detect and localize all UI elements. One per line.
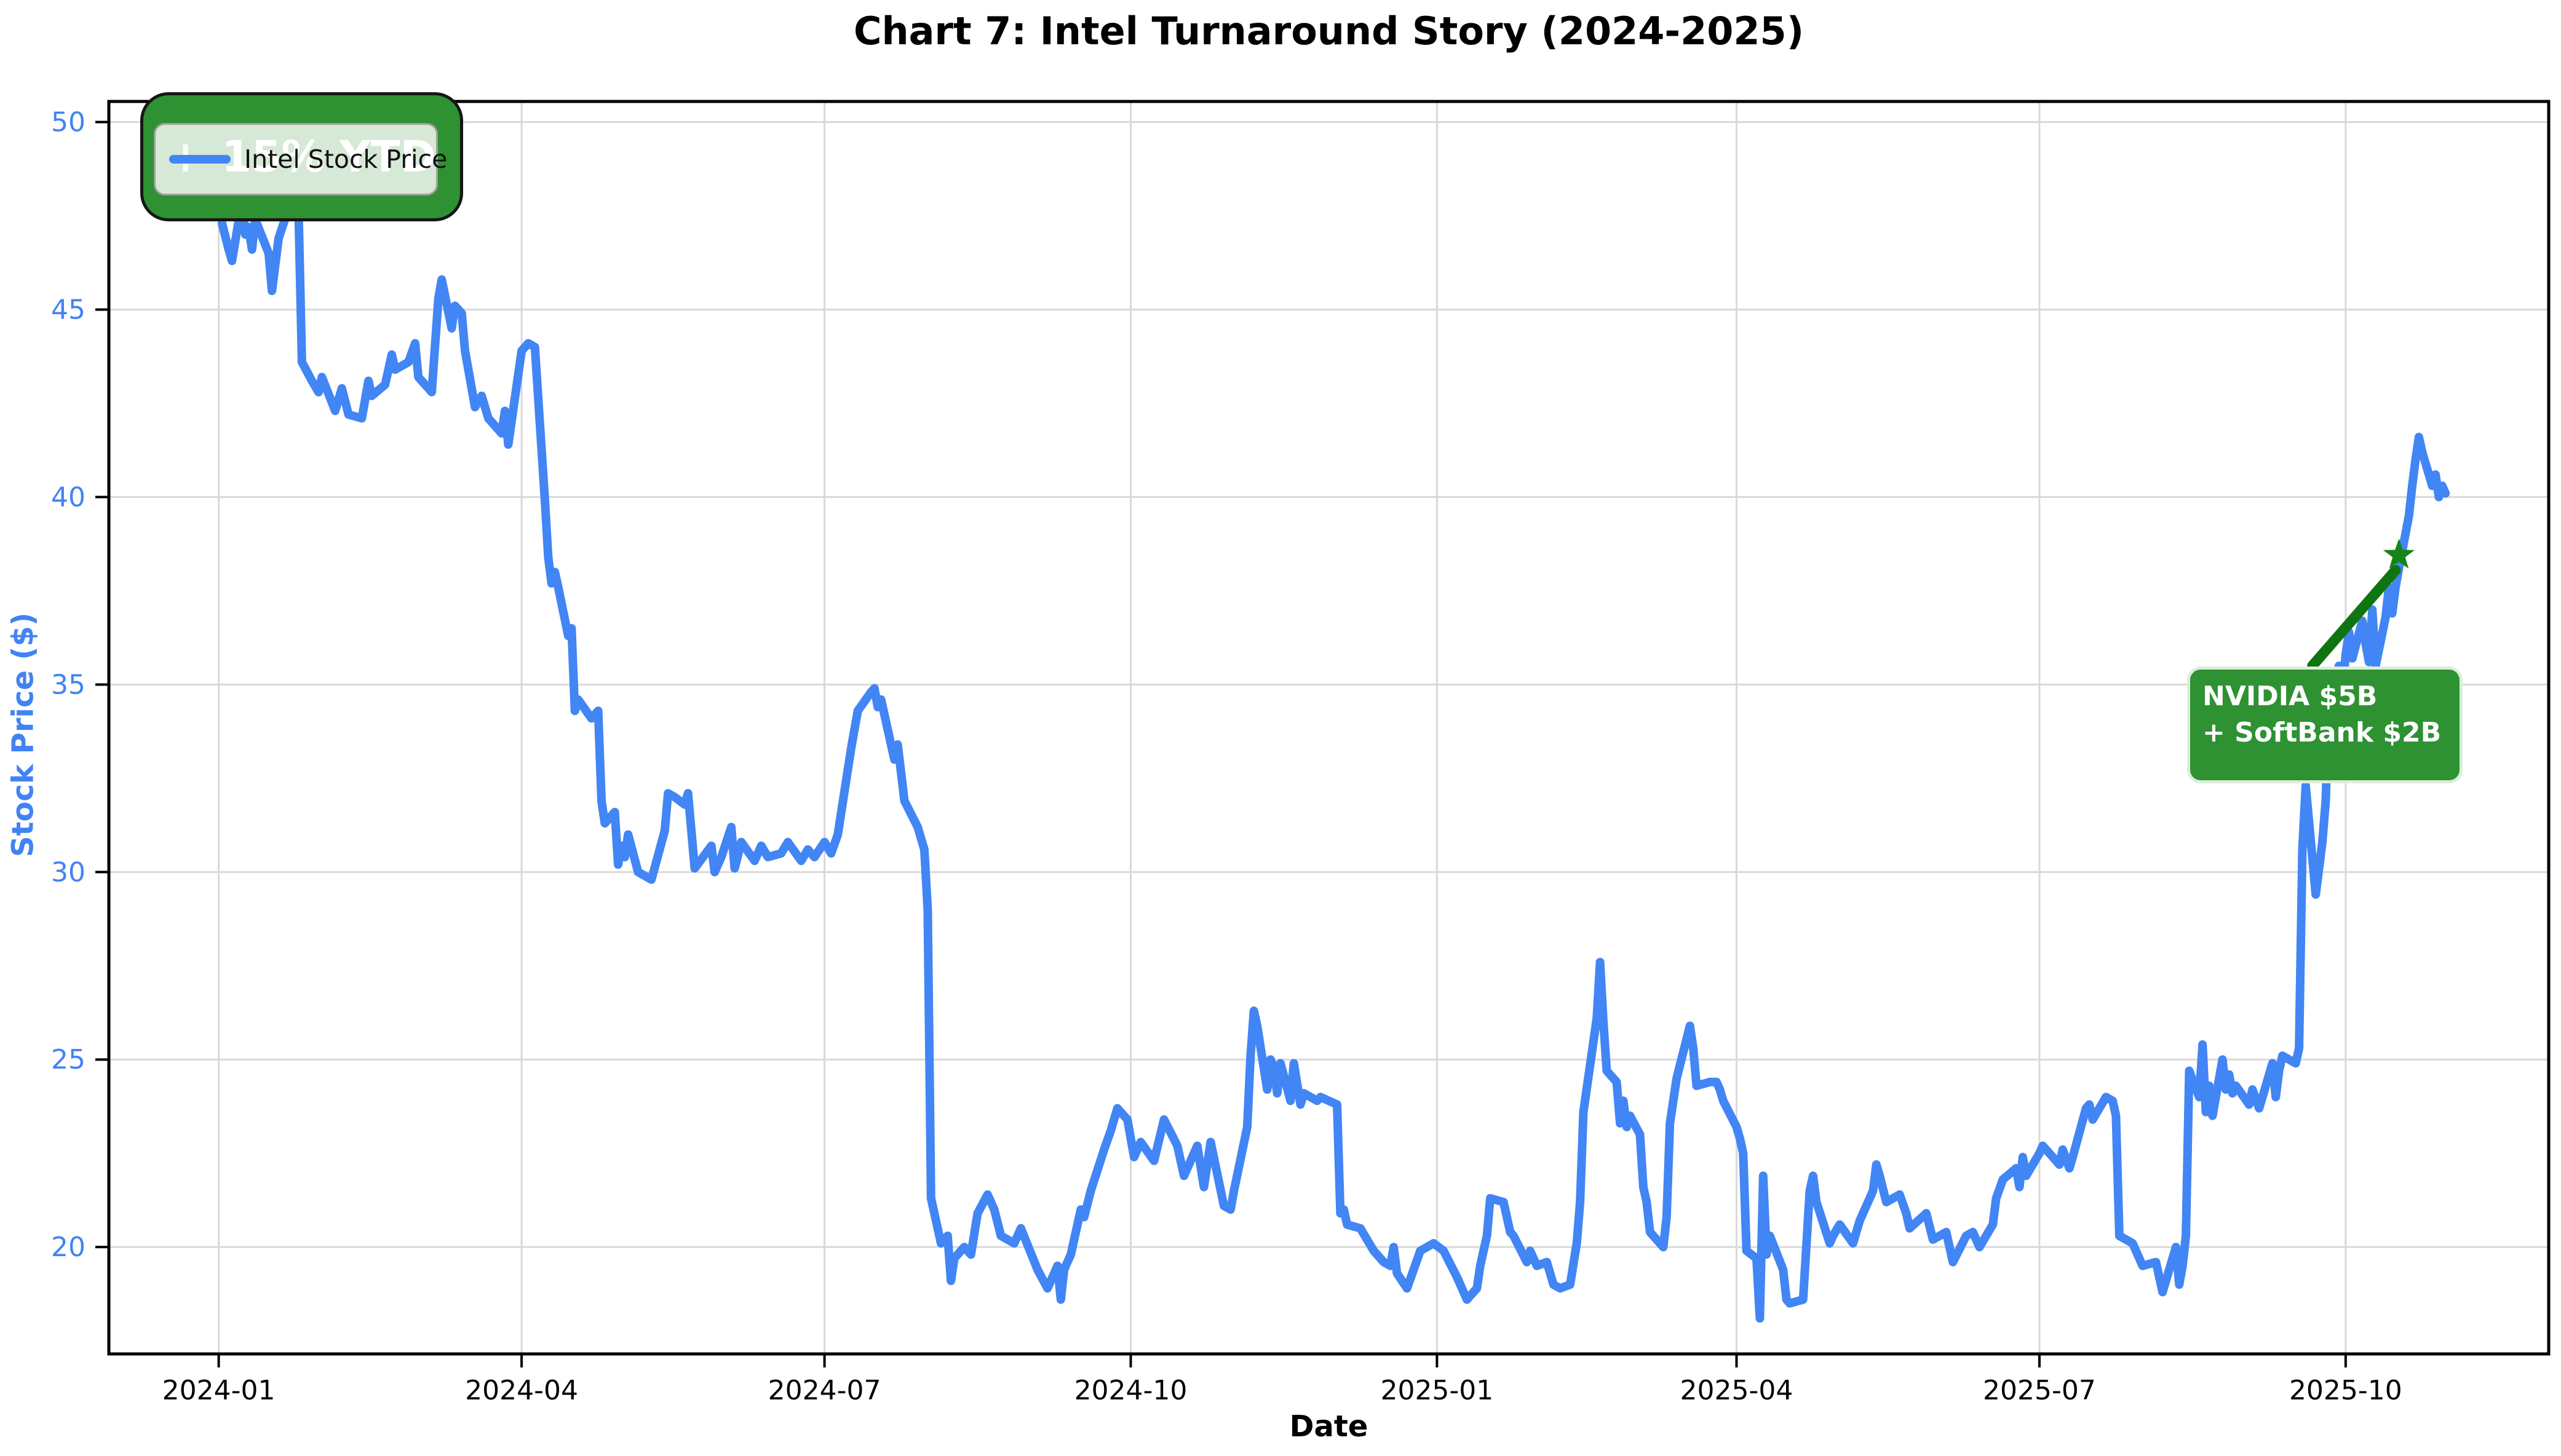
x-tick-label: 2024-04 (465, 1375, 578, 1406)
chart-title: Chart 7: Intel Turnaround Story (2024-20… (853, 9, 1805, 53)
annotation-arrow (2307, 564, 2401, 671)
y-axis-label: Stock Price ($) (6, 612, 41, 857)
legend-line-swatch-icon (169, 155, 231, 164)
star-marker-icon (2383, 539, 2415, 569)
x-tick-label: 2025-07 (1983, 1375, 2096, 1406)
x-tick-label: 2024-01 (162, 1375, 276, 1406)
plot-border (107, 100, 2551, 1356)
deal-annotation-box: NVIDIA $5B + SoftBank $2B (2187, 667, 2463, 783)
legend-label: Intel Stock Price (244, 144, 448, 174)
legend: Intel Stock Price (154, 123, 447, 196)
y-tick-label: 45 (51, 294, 85, 325)
y-tick-label: 20 (51, 1232, 85, 1263)
x-axis-label: Date (1289, 1409, 1368, 1444)
deal-annotation-line2: + SoftBank $2B (2202, 717, 2442, 749)
y-tick-label: 25 (51, 1044, 85, 1075)
x-tick-label: 2025-10 (2289, 1375, 2402, 1406)
y-tick-label: 35 (51, 669, 85, 700)
deal-annotation-line1: NVIDIA $5B (2202, 681, 2378, 712)
x-tick-label: 2024-10 (1074, 1375, 1188, 1406)
y-tick-label: 30 (51, 857, 85, 888)
x-tick-label: 2024-07 (768, 1375, 881, 1406)
x-tick-label: 2025-01 (1380, 1375, 1493, 1406)
x-tick-label: 2025-04 (1680, 1375, 1793, 1406)
stock-price-line (218, 132, 2450, 1323)
y-tick-label: 50 (51, 107, 85, 138)
y-tick-label: 40 (51, 481, 85, 513)
